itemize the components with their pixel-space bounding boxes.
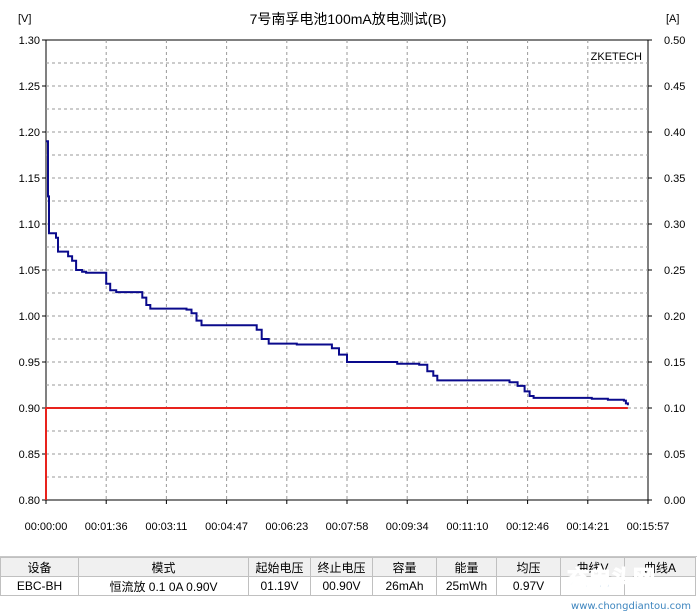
header-end-voltage: 终止电压	[310, 557, 373, 577]
y-right-tick-label: 0.10	[664, 403, 685, 415]
x-tick-label: 00:07:58	[326, 521, 369, 533]
watermark-url: www.chongdiantou.com	[571, 601, 691, 612]
y-right-tick-label: 0.05	[664, 449, 685, 461]
x-tick-label: 00:14:21	[566, 521, 609, 533]
y-left-tick-label: 1.10	[19, 219, 40, 231]
x-tick-label: 00:15:57	[627, 521, 670, 533]
voltage-series-line	[46, 140, 629, 406]
current-series-line	[45, 407, 628, 500]
cell-avg-voltage: 0.97V	[496, 576, 561, 596]
x-tick-label: 00:12:46	[506, 521, 549, 533]
header-curve-a[interactable]: 曲线A	[624, 557, 696, 577]
y-left-tick-label: 1.25	[19, 81, 40, 93]
y-left-tick-label: 0.80	[19, 495, 40, 507]
y-right-tick-label: 0.00	[664, 495, 685, 507]
y-left-tick-label: 1.00	[19, 311, 40, 323]
cell-energy: 25mWh	[436, 576, 497, 596]
x-tick-label: 00:11:10	[446, 521, 488, 533]
y-right-tick-label: 0.15	[664, 357, 685, 369]
chart-title: 7号南孚电池100mA放电测试(B)	[250, 11, 447, 27]
cell-curve-a[interactable]	[624, 576, 696, 596]
x-tick-label: 00:06:23	[265, 521, 308, 533]
y-left-tick-label: 0.95	[19, 357, 40, 369]
y-right-tick-label: 0.30	[664, 219, 685, 231]
info-header-row: 设备 模式 起始电压 终止电压 容量 能量 均压 曲线V 曲线A	[0, 557, 696, 577]
y-left-tick-label: 1.20	[19, 127, 40, 139]
info-table: 设备 模式 起始电压 终止电压 容量 能量 均压 曲线V 曲线A EBC-BH …	[0, 557, 696, 596]
brand-label: ZKETECH	[591, 51, 642, 63]
y-right-tick-label: 0.45	[664, 81, 685, 93]
header-start-voltage: 起始电压	[248, 557, 311, 577]
cell-start-voltage: 01.19V	[248, 576, 311, 596]
cell-mode: 恒流放 0.1 0A 0.90V	[78, 576, 249, 596]
info-table-area: 设备 模式 起始电压 终止电压 容量 能量 均压 曲线V 曲线A EBC-BH …	[0, 556, 697, 615]
x-tick-label: 00:01:36	[85, 521, 128, 533]
x-tick-label: 00:03:11	[145, 521, 187, 533]
x-tick-label: 00:09:34	[386, 521, 429, 533]
y-left-tick-label: 0.85	[19, 449, 40, 461]
header-curve-v[interactable]: 曲线V	[560, 557, 625, 577]
y-left-tick-label: 0.90	[19, 403, 40, 415]
y-right-unit: [A]	[666, 13, 679, 25]
y-left-tick-label: 1.30	[19, 35, 40, 47]
header-mode: 模式	[78, 557, 249, 577]
info-data-row: EBC-BH 恒流放 0.1 0A 0.90V 01.19V 00.90V 26…	[0, 576, 696, 596]
header-avg-voltage: 均压	[496, 557, 561, 577]
chart: 1.30 1.25 1.20 1.15 1.10 1.05 1.00 0.95 0.90 0.85…	[18, 11, 685, 533]
y-right-tick-label: 0.25	[664, 265, 685, 277]
cell-curve-v[interactable]	[560, 576, 625, 596]
x-tick-label: 00:04:47	[205, 521, 248, 533]
x-tick-label: 00:00:00	[25, 521, 68, 533]
y-left-tick-label: 1.15	[19, 173, 40, 185]
header-device: 设备	[0, 557, 79, 577]
y-right-tick-label: 0.50	[664, 35, 685, 47]
y-left-tick-label: 1.05	[19, 265, 40, 277]
y-left-unit: [V]	[18, 13, 31, 25]
y-right-tick-label: 0.40	[664, 127, 685, 139]
header-capacity: 容量	[372, 557, 437, 577]
y-right-tick-label: 0.20	[664, 311, 685, 323]
cell-end-voltage: 00.90V	[310, 576, 373, 596]
cell-capacity: 26mAh	[372, 576, 437, 596]
y-right-tick-label: 0.35	[664, 173, 685, 185]
cell-device: EBC-BH	[0, 576, 79, 596]
header-energy: 能量	[436, 557, 497, 577]
